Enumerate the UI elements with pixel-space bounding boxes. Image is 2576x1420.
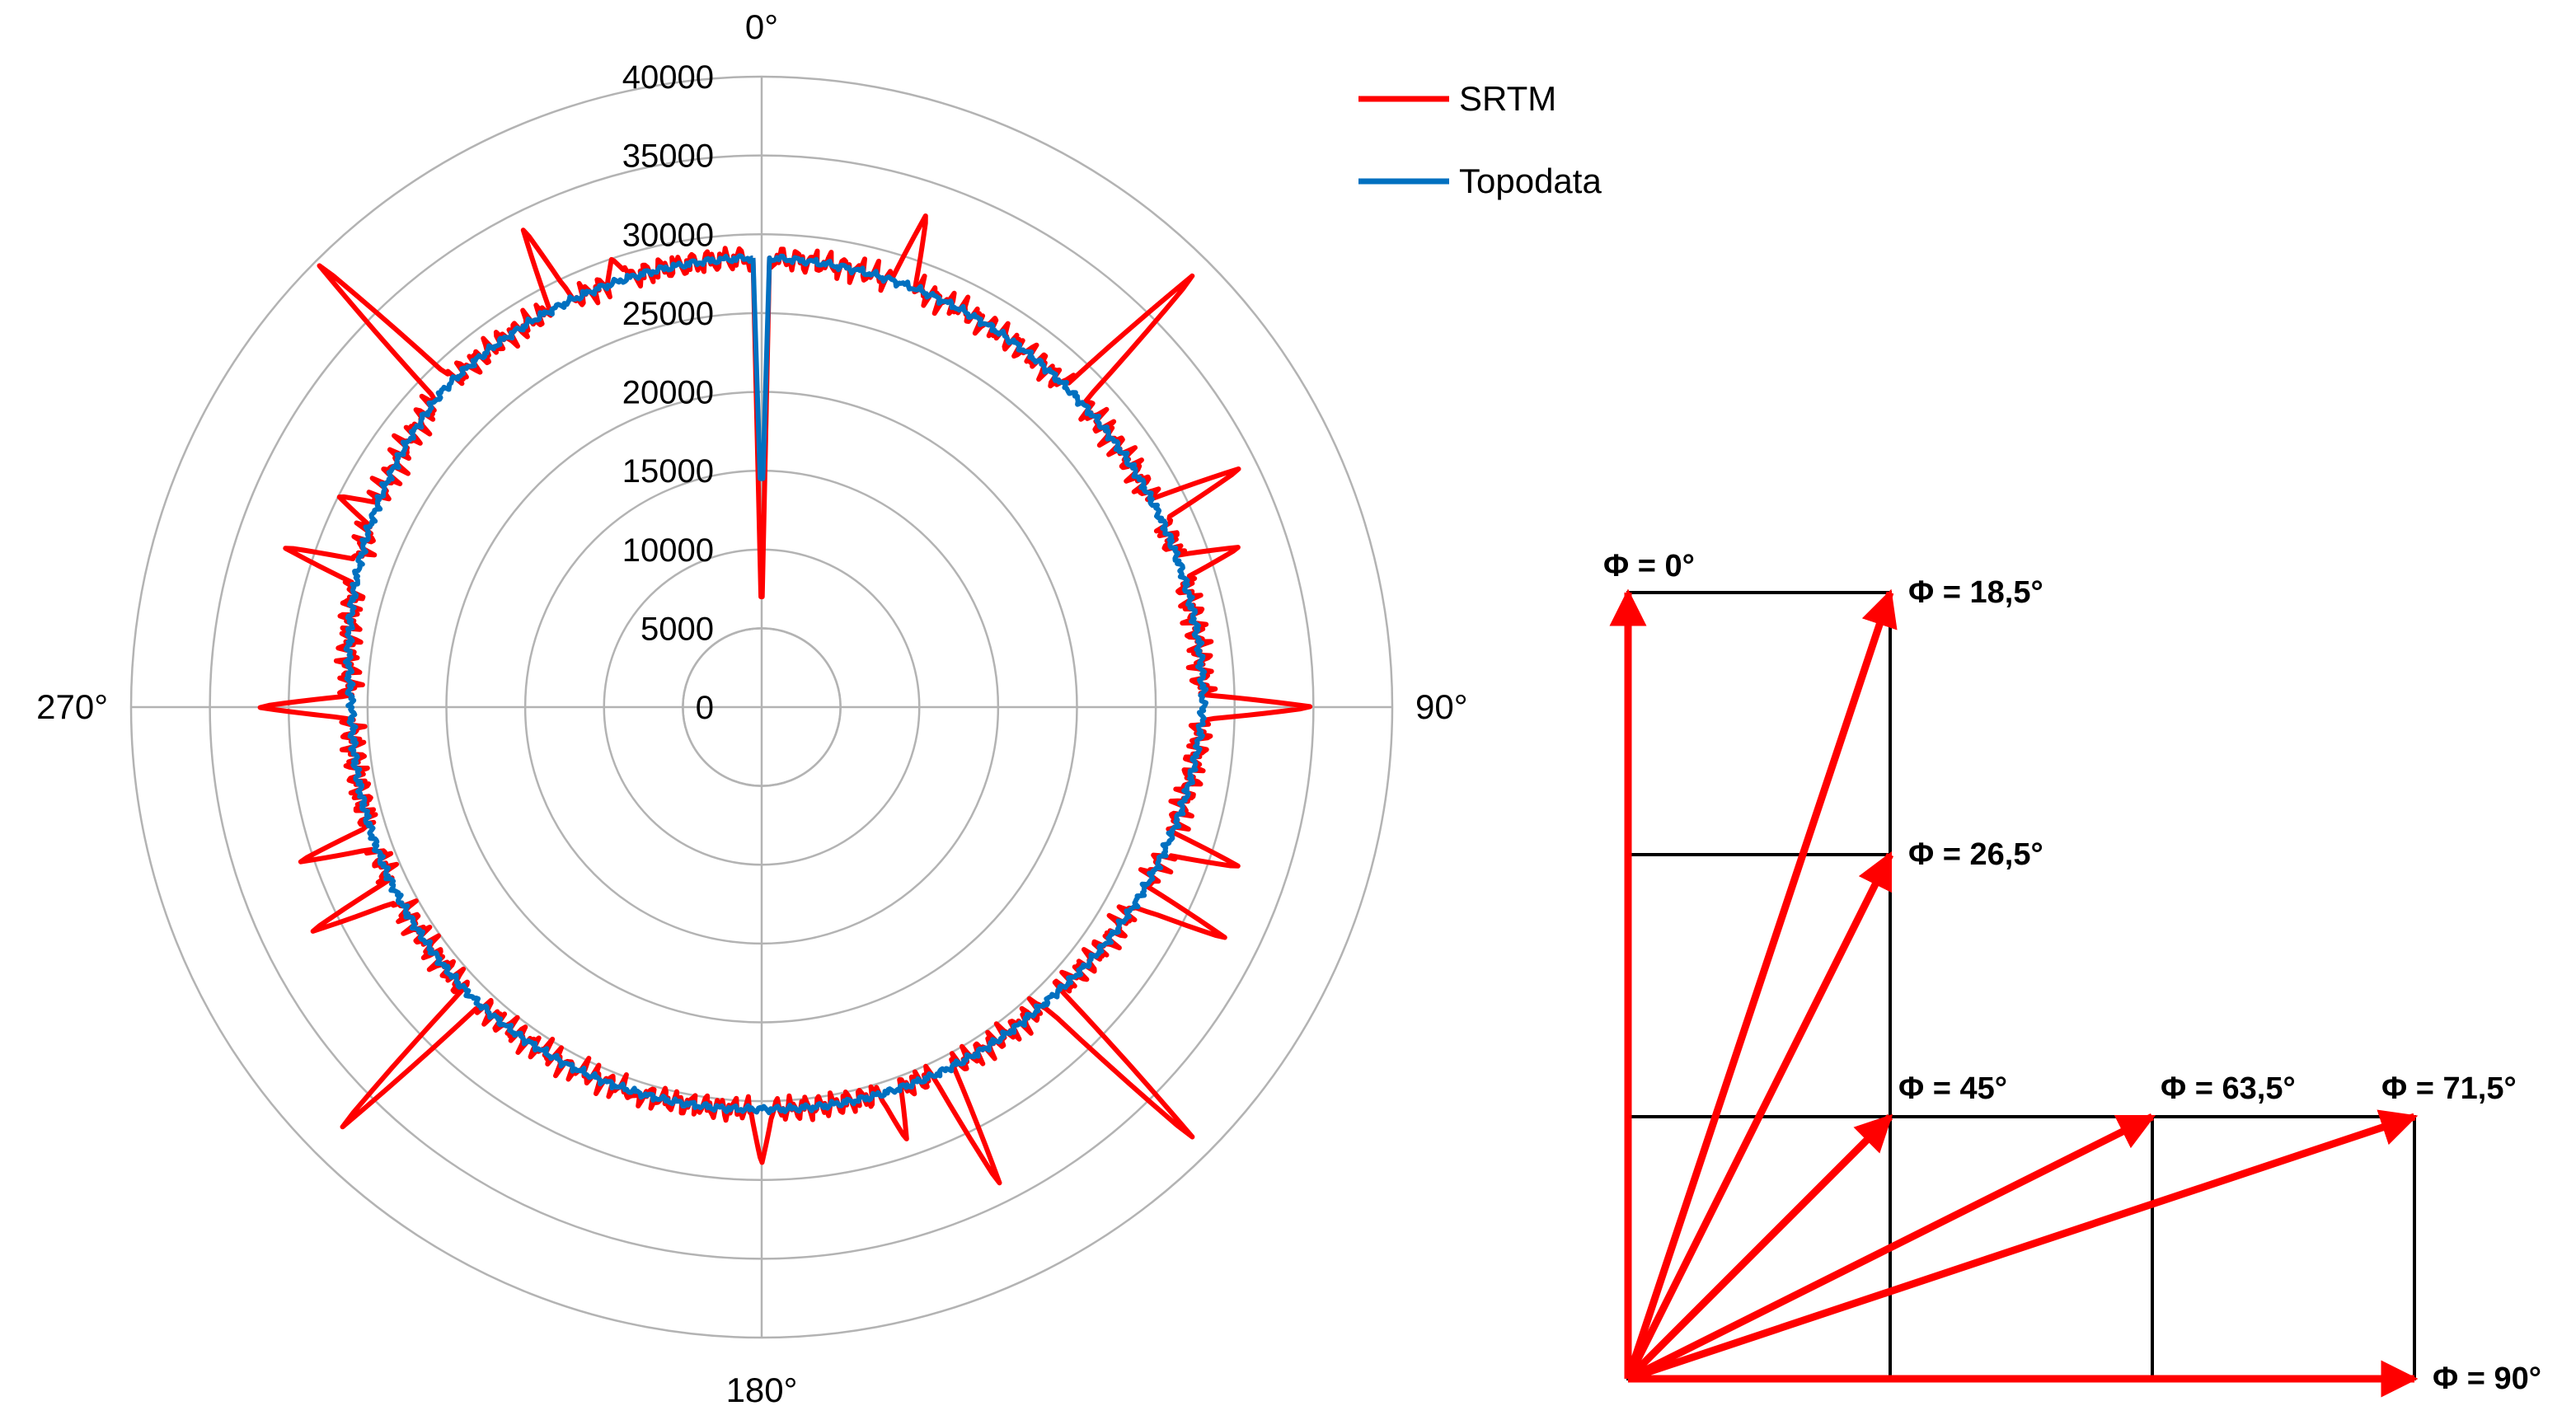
radial-tick-label: 30000 (622, 217, 714, 253)
grid-cell (1626, 591, 1892, 856)
vector-label: Φ = 45° (1898, 1071, 2007, 1106)
vector-label: Φ = 18,5° (1908, 575, 2043, 610)
legend-label-srtm: SRTM (1459, 79, 1556, 118)
radial-tick-label: 20000 (622, 375, 714, 411)
vector-label: Φ = 26,5° (1908, 837, 2043, 872)
radial-tick-label: 5000 (640, 611, 714, 647)
angle-label: 180° (726, 1371, 798, 1409)
polar-series (257, 213, 1313, 1186)
polar-grid (129, 75, 1394, 1339)
polar-chart: 0 5000 10000 15000 20000 25000 30000 35000 40000… (36, 7, 1602, 1409)
radial-tick-label: 40000 (622, 59, 714, 96)
vector-labels: Φ = 0° Φ = 18,5° Φ = 26,5° Φ = 45° Φ = 63,5°… (1603, 549, 2541, 1396)
series-line-topodata (342, 253, 1209, 1116)
series-line-srtm (257, 213, 1313, 1186)
radial-tick-label: 35000 (622, 138, 714, 175)
polar-radial-ticks: 0 5000 10000 15000 20000 25000 30000 35000 40000 (622, 59, 714, 726)
vector-label: Φ = 90° (2433, 1361, 2541, 1396)
radial-tick-label: 0 (696, 690, 714, 726)
angle-label: 90° (1415, 687, 1468, 726)
grid-cell (2151, 1115, 2416, 1380)
radial-tick-label: 25000 (622, 296, 714, 332)
vector-label: Φ = 63,5° (2161, 1071, 2296, 1106)
vector-arrow (1626, 1109, 2419, 1383)
legend-label-topodata: Topodata (1459, 162, 1602, 200)
angle-label: 0° (745, 7, 778, 46)
vector-arrow (1624, 588, 1898, 1380)
polar-angle-labels: 0° 90° 180° 270° (36, 7, 1467, 1409)
vector-diagram: Φ = 0° Φ = 18,5° Φ = 26,5° Φ = 45° Φ = 63,5°… (1603, 549, 2541, 1398)
vector-label: Φ = 71,5° (2381, 1071, 2517, 1106)
radial-tick-label: 15000 (622, 453, 714, 490)
radial-tick-label: 10000 (622, 532, 714, 569)
vector-arrows (1609, 588, 2419, 1398)
vector-arrow (1625, 1113, 1893, 1382)
vector-label: Φ = 0° (1603, 549, 1695, 583)
vector-arrow (1624, 851, 1894, 1381)
chart-legend: SRTM Topodata (1358, 79, 1602, 200)
angle-label: 270° (36, 687, 108, 726)
vector-arrow (1626, 1113, 2156, 1383)
